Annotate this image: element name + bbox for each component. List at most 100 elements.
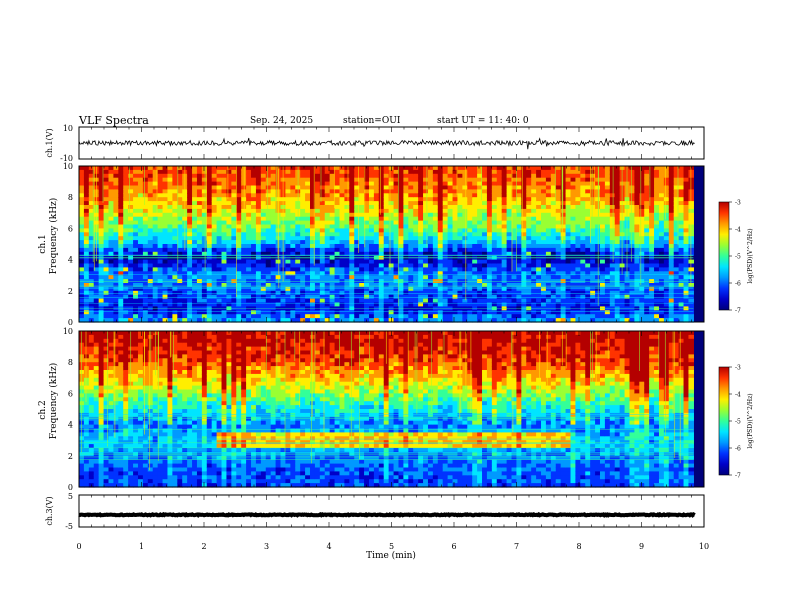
spectrogram-cell — [192, 314, 198, 319]
spectrogram-cell — [260, 259, 267, 265]
spectrogram-cell — [398, 279, 404, 284]
spectrogram-cell — [157, 267, 164, 272]
spectrogram-cell — [531, 318, 537, 323]
spectrogram-cell — [226, 228, 232, 233]
spectrogram-cell — [560, 247, 567, 253]
spectrogram-cell — [634, 232, 640, 237]
spectrogram-cell — [152, 290, 159, 296]
spectrogram-cell — [408, 216, 414, 222]
spectrogram-cell — [560, 220, 567, 226]
spectrogram-cell — [118, 201, 124, 206]
spectrogram-cell — [290, 228, 296, 233]
spectrogram-cell — [128, 286, 134, 292]
spectrogram-cell — [167, 302, 173, 307]
spectrogram-cell — [565, 189, 572, 194]
spectrogram-cell — [310, 201, 316, 206]
spectrogram-cell — [79, 197, 85, 202]
spectrogram-cell — [265, 263, 272, 268]
spectrogram-cell — [550, 189, 557, 194]
spectrogram-cell — [241, 251, 247, 257]
spectrogram-cell — [560, 302, 567, 307]
spectrogram-cell — [211, 279, 218, 284]
spectrogram-cell — [501, 244, 508, 249]
spectrogram-cell — [187, 290, 193, 296]
spectrogram-cell — [393, 216, 400, 222]
spectrogram-cell — [526, 244, 532, 249]
spectrogram-cell — [423, 294, 429, 300]
spectrogram-cell — [585, 251, 591, 257]
spectrogram-cell — [201, 263, 208, 268]
spectrogram-cell — [231, 216, 237, 222]
spectrogram-cell — [265, 279, 272, 284]
spectrogram-cell — [639, 302, 645, 307]
spectrogram-cell — [270, 232, 277, 237]
spectrogram-cell — [531, 181, 537, 187]
spectrogram-cell — [162, 232, 169, 237]
spectrogram-cell — [167, 181, 173, 187]
spectrogram-cell — [236, 259, 242, 265]
spectrogram-cell — [221, 251, 228, 257]
spectrogram-cell — [491, 247, 498, 253]
spectrogram-cell — [319, 236, 326, 241]
spectrogram-cell — [590, 193, 596, 198]
spectrogram-cell — [295, 271, 301, 276]
spectrogram-cell — [221, 263, 228, 268]
spectrogram-cell — [585, 267, 591, 272]
spectrogram-cell — [644, 177, 650, 183]
spectrogram-cell — [604, 286, 611, 292]
spectrogram-cell — [310, 259, 316, 265]
spectrogram-cell — [467, 271, 473, 276]
spectrogram-cell — [550, 279, 557, 284]
spectrogram-cell — [300, 197, 306, 202]
spectrogram-cell — [403, 247, 409, 253]
spectrogram-cell — [599, 232, 606, 237]
spectrogram-cell — [265, 247, 272, 253]
spectrogram-cell — [408, 177, 414, 183]
spectrogram-cell — [319, 177, 326, 183]
spectrogram-cell — [98, 205, 105, 210]
spectrogram-cell — [319, 189, 326, 194]
spectrogram-cell — [319, 283, 326, 288]
spectrogram-cell — [83, 251, 90, 257]
spectrogram-cell — [378, 251, 385, 257]
spectrogram-cell — [241, 220, 247, 226]
spectrogram-cell — [339, 271, 346, 276]
spectrogram-cell — [177, 189, 183, 194]
spectrogram-cell — [310, 247, 316, 253]
spectrogram-cell — [654, 251, 660, 257]
spectrogram-cell — [79, 220, 85, 226]
spectrogram-cell — [364, 212, 370, 218]
spectrogram-cell — [123, 290, 129, 296]
spectrogram-cell — [177, 314, 183, 319]
spectrogram-cell — [634, 216, 640, 222]
spectrogram-cell — [663, 259, 670, 265]
spectrogram-cell — [265, 294, 272, 300]
spectrogram-cell — [599, 216, 606, 222]
spectrogram-cell — [599, 197, 606, 202]
spectrogram-cell — [192, 259, 198, 265]
spectrogram-cell — [467, 169, 473, 175]
spectrogram-cell — [462, 236, 468, 241]
spectrogram-cell — [368, 251, 375, 257]
spectrogram-cell — [614, 271, 621, 276]
spectrogram-cell — [614, 267, 621, 272]
spectrogram-cell — [447, 279, 454, 284]
spectrogram-cell — [609, 197, 616, 202]
spectrogram-cell — [649, 169, 655, 175]
spectrogram-cell — [344, 314, 350, 319]
spectrogram-cell — [364, 302, 370, 307]
spectrogram-cell — [403, 286, 409, 292]
spectrogram-cell — [373, 302, 380, 307]
spectrogram-cell — [344, 310, 350, 315]
spectrogram-cell — [285, 251, 291, 257]
spectrogram-cell — [467, 310, 473, 315]
spectrogram-cell — [187, 271, 193, 276]
spectrogram-cell — [364, 169, 370, 175]
spectrogram-cell — [216, 318, 223, 323]
spectrogram-cell — [614, 197, 621, 202]
spectrogram-cell — [649, 197, 655, 202]
spectrogram-cell — [349, 279, 355, 284]
spectrogram-cell — [590, 181, 596, 187]
spectrogram-cell — [629, 173, 635, 179]
spectrogram-cell — [639, 240, 645, 245]
